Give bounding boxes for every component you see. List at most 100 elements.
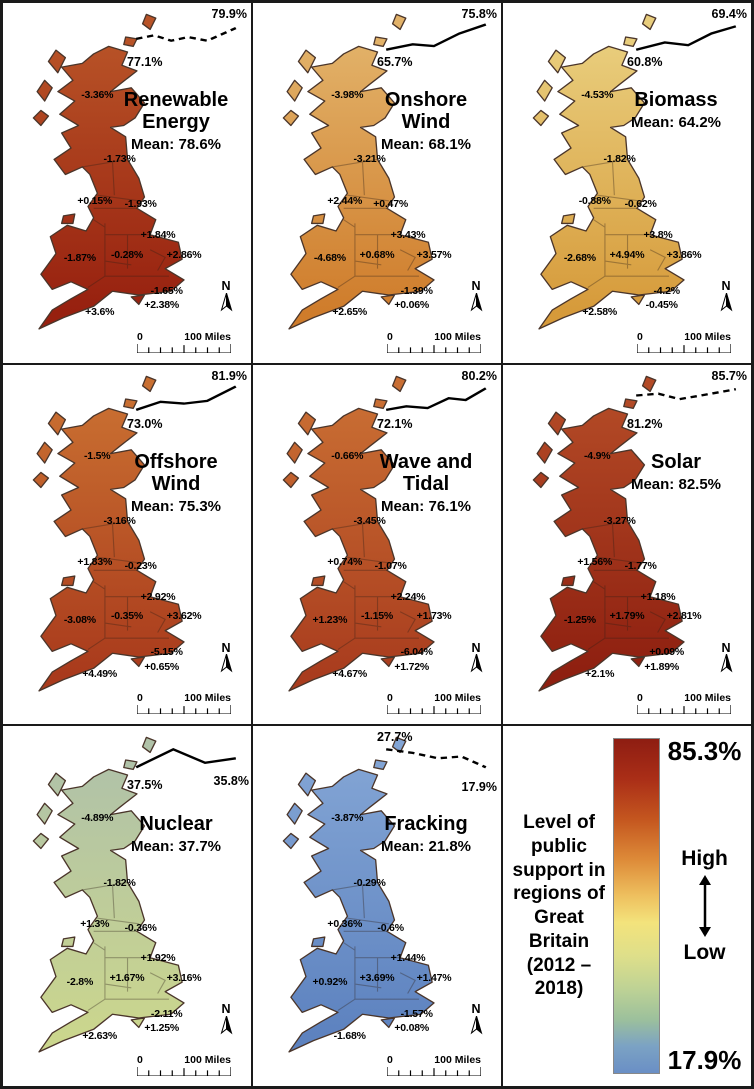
gb-outline-path (282, 375, 435, 692)
scale-bar: 0 100 Miles (137, 692, 231, 715)
scale-zero-label: 0 (137, 1053, 143, 1066)
north-label: N (471, 640, 481, 655)
scale-zero-label: 0 (637, 692, 643, 705)
scale-bar-labels: 0 100 Miles (387, 331, 481, 343)
panel-title: Wave and Tidal (379, 450, 473, 495)
region-change-label: -2.8% (66, 975, 94, 988)
high-low-arrow-icon (698, 875, 711, 938)
north-label: N (471, 1002, 481, 1017)
panel-titlebox: Renewable Energy Mean: 78.6% (101, 89, 251, 153)
compass-icon (220, 654, 232, 673)
region-change-label: -3.21% (353, 153, 386, 166)
region-change-label: +4.67% (332, 667, 368, 680)
region-change-label: +1.92% (140, 952, 176, 965)
trend-line-svg (385, 748, 487, 769)
gb-outline-path (532, 375, 685, 692)
gb-outline-path (282, 13, 435, 330)
compass-icon (470, 292, 482, 312)
legend-midgroup: High Low (681, 847, 728, 965)
scale-ruler-icon (137, 1066, 231, 1076)
region-change-label: +0.15% (77, 194, 113, 207)
trend-line-svg (635, 25, 737, 51)
region-change-label: -3.36% (81, 88, 114, 101)
gb-map (282, 13, 435, 330)
trend-end-label: 69.4% (711, 7, 747, 21)
trend-start-label: 72.1% (377, 416, 413, 431)
region-change-label: +4.49% (82, 667, 118, 680)
region-boundaries-path (82, 882, 169, 1012)
gb-map (282, 737, 435, 1053)
panel-titlebox: Offshore Wind Mean: 75.3% (101, 451, 251, 515)
region-change-label: +1.25% (144, 1022, 180, 1035)
scale-bar-labels: 0 100 Miles (137, 692, 231, 704)
trend-line (636, 387, 737, 400)
scale-bar: 0 100 Miles (137, 331, 231, 353)
region-change-label: -3.87% (331, 812, 364, 825)
scale-zero-label: 0 (637, 330, 643, 343)
trend-sparkline: 65.7% 75.8% (375, 7, 497, 69)
region-change-label: +2.86% (166, 248, 202, 261)
trend-start-label: 37.5% (127, 778, 163, 793)
region-change-label: -1.5% (84, 450, 111, 463)
north-label: N (221, 279, 231, 294)
trend-line-svg (135, 27, 237, 42)
scale-bar: 0 100 Miles (387, 331, 481, 353)
region-change-label: +0.92% (312, 975, 348, 988)
scale-distance-label: 100 Miles (684, 692, 731, 705)
region-change-label: -0.36% (124, 921, 157, 934)
region-change-label: -1.65% (150, 284, 183, 297)
north-arrow: N (465, 642, 487, 679)
region-change-label: +3.43% (390, 228, 426, 241)
region-change-label: -1.68% (333, 1029, 366, 1042)
region-change-label: -4.9% (584, 450, 611, 463)
region-change-label: -1.73% (103, 153, 136, 166)
trend-line (135, 27, 237, 42)
trend-start-label: 73.0% (127, 416, 163, 431)
region-change-label: +2.24% (390, 590, 426, 603)
scale-bar: 0 100 Miles (637, 692, 731, 715)
north-label: N (221, 1002, 231, 1017)
region-change-label: +1.73% (416, 610, 452, 623)
region-change-label: -1.25% (563, 614, 596, 627)
region-change-label: +3.6% (85, 306, 115, 319)
region-change-label: +1.56% (577, 556, 613, 569)
scale-distance-label: 100 Miles (434, 692, 481, 705)
region-change-label: -0.23% (124, 560, 157, 573)
scale-distance-label: 100 Miles (434, 330, 481, 343)
region-change-label: -1.07% (374, 560, 407, 573)
scale-zero-label: 0 (137, 330, 143, 343)
region-change-label: +2.44% (327, 194, 363, 207)
gb-map (32, 13, 185, 330)
region-change-label: +3.62% (166, 610, 202, 623)
panel-titlebox: Biomass Mean: 64.2% (601, 89, 751, 131)
region-change-label: +1.83% (77, 556, 113, 569)
compass-icon (470, 1015, 482, 1035)
region-change-label: +1.79% (609, 610, 645, 623)
region-change-label: -3.45% (353, 515, 386, 528)
region-change-label: +2.63% (82, 1029, 118, 1042)
region-change-label: +1.84% (140, 228, 176, 241)
scale-bar-labels: 0 100 Miles (637, 692, 731, 704)
region-change-label: -6.04% (400, 646, 433, 659)
region-change-label: -1.15% (360, 610, 394, 623)
map-panel: -3.87% -0.29% +0.36% -0.6% +1.44% +3.69%… (252, 725, 502, 1087)
north-arrow: N (715, 280, 737, 317)
region-change-label: -1.82% (103, 876, 136, 889)
trend-start-label: 60.8% (627, 55, 663, 69)
region-change-label: -0.62% (624, 198, 657, 211)
map-panel: -4.9% -3.27% +1.56% -1.77% +1.18% +1.79%… (502, 363, 752, 726)
compass-icon (220, 1015, 232, 1035)
scale-zero-label: 0 (387, 330, 393, 343)
scale-zero-label: 0 (387, 1053, 393, 1066)
region-change-label: -0.35% (110, 610, 144, 623)
legend-description: Level of public support in regions of Gr… (511, 736, 607, 1076)
region-change-label: +2.1% (585, 667, 615, 680)
panel-mean: Mean: 21.8% (380, 837, 472, 855)
scale-bar: 0 100 Miles (387, 692, 481, 715)
region-change-label: -1.82% (603, 153, 636, 166)
north-arrow: N (215, 642, 237, 679)
panel-mean: Mean: 37.7% (130, 837, 222, 855)
map-panel: -1.5% -3.16% +1.83% -0.23% +2.92% -0.35%… (2, 363, 252, 726)
region-change-label: +3.16% (166, 972, 202, 985)
